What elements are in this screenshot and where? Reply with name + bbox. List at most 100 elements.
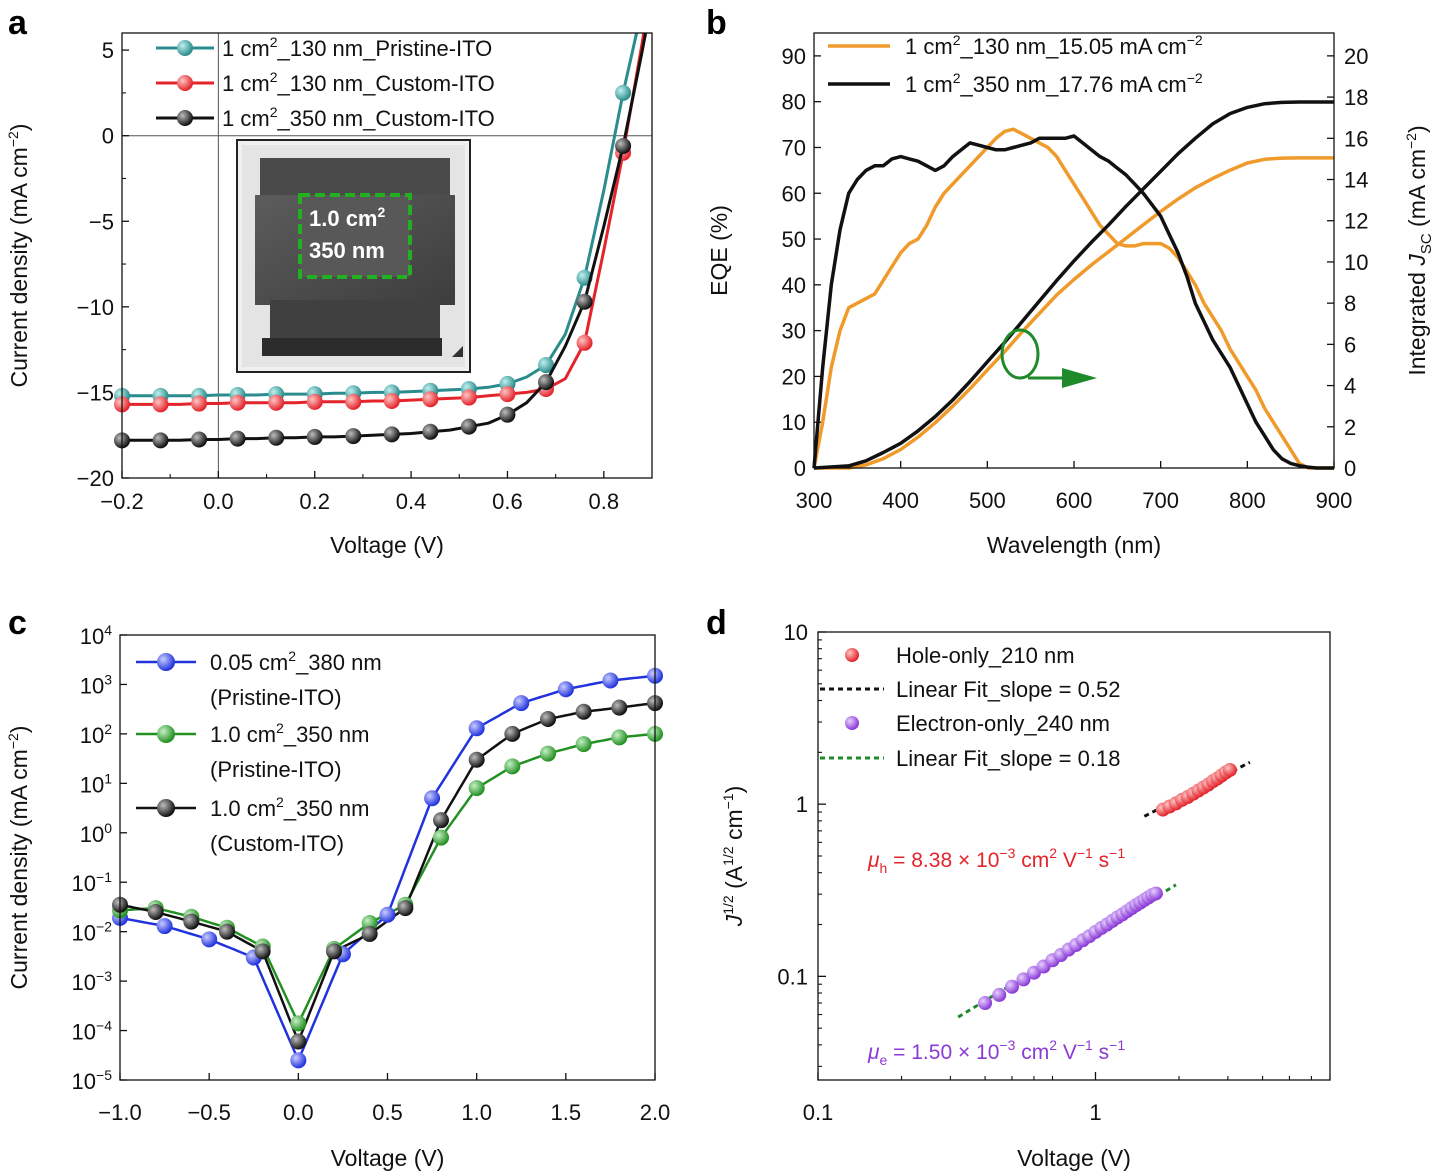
legend-label: 1 cm2_350 nm_Custom-ITO: [222, 104, 495, 131]
x-tick-label: 700: [1142, 488, 1179, 513]
x-tick-label: 300: [796, 488, 833, 513]
x-tick-label: 0.0: [283, 1100, 314, 1125]
series-line-blue: [119, 674, 656, 1062]
y-right-tick-label: 0: [1344, 456, 1356, 481]
data-point-blue: [468, 720, 485, 737]
device-photo-inset: [236, 139, 471, 373]
data-point-blue: [290, 1052, 307, 1069]
legend-label-line2: (Pristine-ITO): [210, 685, 342, 710]
panel-b-frame: [813, 32, 1335, 469]
data-point-black: [540, 711, 556, 728]
y-right-tick-label: 6: [1344, 332, 1356, 357]
x-tick-label: −0.5: [187, 1100, 230, 1125]
y-tick-label: −15: [77, 380, 114, 405]
data-point-black: [504, 725, 521, 742]
data-point-red: [499, 386, 516, 403]
x-tick-label: 2.0: [640, 1100, 671, 1125]
data-point-green: [540, 745, 556, 762]
y-right-tick-label: 12: [1344, 209, 1368, 234]
x-tick-label: 0.4: [396, 489, 427, 514]
data-point-green: [433, 829, 449, 846]
series-line-black: [119, 701, 656, 1043]
data-point-teal: [615, 84, 632, 101]
panel-c-chart: −1.0 −0.5 0.0 0.5 1.0 1.5 2.0 104 103 102 101 100 10…: [5, 622, 670, 1171]
data-point-black: [219, 923, 235, 940]
y-left-axis-title: EQE (%): [706, 205, 732, 296]
legend-label-line2: (Custom-ITO): [210, 831, 344, 856]
data-point-red: [1222, 762, 1237, 777]
legend-marker-blue: [157, 653, 175, 671]
legend-marker-black: [157, 799, 175, 817]
x-tick-label: 1: [1089, 1100, 1101, 1125]
data-point-red: [422, 391, 439, 408]
data-point-blue: [602, 672, 619, 689]
data-point-black: [152, 432, 169, 449]
inset-area-label: 1.0 cm2: [309, 204, 386, 231]
y-left-tick-label: 0: [794, 456, 806, 481]
data-point-blue: [557, 681, 574, 698]
y-tick-label: 10−1: [72, 869, 113, 896]
y-right-tick-label: 4: [1344, 374, 1356, 399]
legend-label: Electron-only_240 nm: [896, 711, 1110, 736]
x-tick-label: 600: [1056, 488, 1093, 513]
electron-mobility-annotation: μe = 1.50 × 10−3 cm2 V−1 s−1: [867, 1037, 1125, 1068]
legend-label: 1.0 cm2_350 nm: [210, 794, 369, 821]
y-left-tick-label: 60: [782, 181, 806, 206]
data-point-blue: [379, 906, 396, 923]
y-tick-label: 102: [80, 721, 112, 748]
legend-marker-green: [157, 725, 175, 743]
legend-label: Hole-only_210 nm: [896, 643, 1075, 668]
x-tick-label: −0.2: [100, 489, 143, 514]
x-tick-label: 0.1: [803, 1100, 834, 1125]
series-line-green: [119, 732, 656, 1025]
y-right-axis-title: Integrated JSC (mA cm−2): [1403, 125, 1435, 375]
y-left-tick-label: 70: [782, 135, 806, 160]
data-point-purple: [992, 987, 1007, 1002]
x-tick-label: 900: [1316, 488, 1353, 513]
inset-thickness-label: 350 nm: [309, 238, 385, 263]
x-tick-label: 0.5: [372, 1100, 403, 1125]
data-point-black: [433, 812, 449, 829]
y-tick-label: 10−2: [72, 919, 113, 946]
data-point-blue: [513, 695, 530, 712]
jsc-axis-indicator-ellipse: [1000, 328, 1040, 380]
data-point-green: [361, 914, 378, 931]
data-point-green: [611, 729, 628, 746]
data-point-red: [383, 392, 400, 409]
data-point-black: [191, 431, 208, 448]
y-right-tick-label: 14: [1344, 168, 1368, 193]
arrow-head-icon: [1062, 368, 1097, 388]
y-tick-label: −20: [77, 466, 114, 491]
legend-marker-teal: [177, 40, 193, 56]
data-point-black: [538, 374, 554, 391]
data-point-red: [152, 396, 169, 413]
panel-d-chart: μh = 8.38 × 10−3 cm2 V−1 s−1 μe = 1.50 ×…: [720, 620, 1331, 1171]
y-right-tick-label: 20: [1344, 44, 1368, 69]
data-point-red: [345, 393, 362, 410]
legend-marker-purple: [845, 716, 859, 730]
y-tick-label: 10: [784, 620, 808, 645]
data-point-green: [575, 736, 592, 753]
y-left-tick-label: 90: [782, 44, 806, 69]
legend-label: Linear Fit_slope = 0.18: [896, 746, 1120, 771]
hole-mobility-annotation: μh = 8.38 × 10−3 cm2 V−1 s−1: [867, 845, 1125, 876]
data-point-black: [268, 429, 285, 446]
legend-marker-red: [177, 75, 193, 91]
y-tick-label: −10: [77, 295, 114, 320]
panel-a-chart: 1.0 cm2 350 nm −0.2 0.0 0.2 0.4 0.6 0.8 5 0 −5 −1…: [5, 32, 653, 558]
y-tick-label: −5: [89, 209, 114, 234]
y-left-tick-label: 50: [782, 227, 806, 252]
y-tick-label: 100: [80, 820, 112, 847]
y-tick-label: 1: [796, 792, 808, 817]
data-point-black: [615, 137, 632, 154]
data-point-purple: [1016, 972, 1031, 987]
x-tick-label: 1.5: [551, 1100, 582, 1125]
y-left-tick-label: 80: [782, 90, 806, 115]
data-point-black: [147, 903, 164, 920]
y-left-tick-label: 20: [782, 364, 806, 389]
data-point-blue: [424, 790, 441, 807]
x-axis-title: Wavelength (nm): [987, 532, 1161, 558]
data-point-black: [499, 406, 516, 423]
x-tick-label: −1.0: [98, 1100, 141, 1125]
